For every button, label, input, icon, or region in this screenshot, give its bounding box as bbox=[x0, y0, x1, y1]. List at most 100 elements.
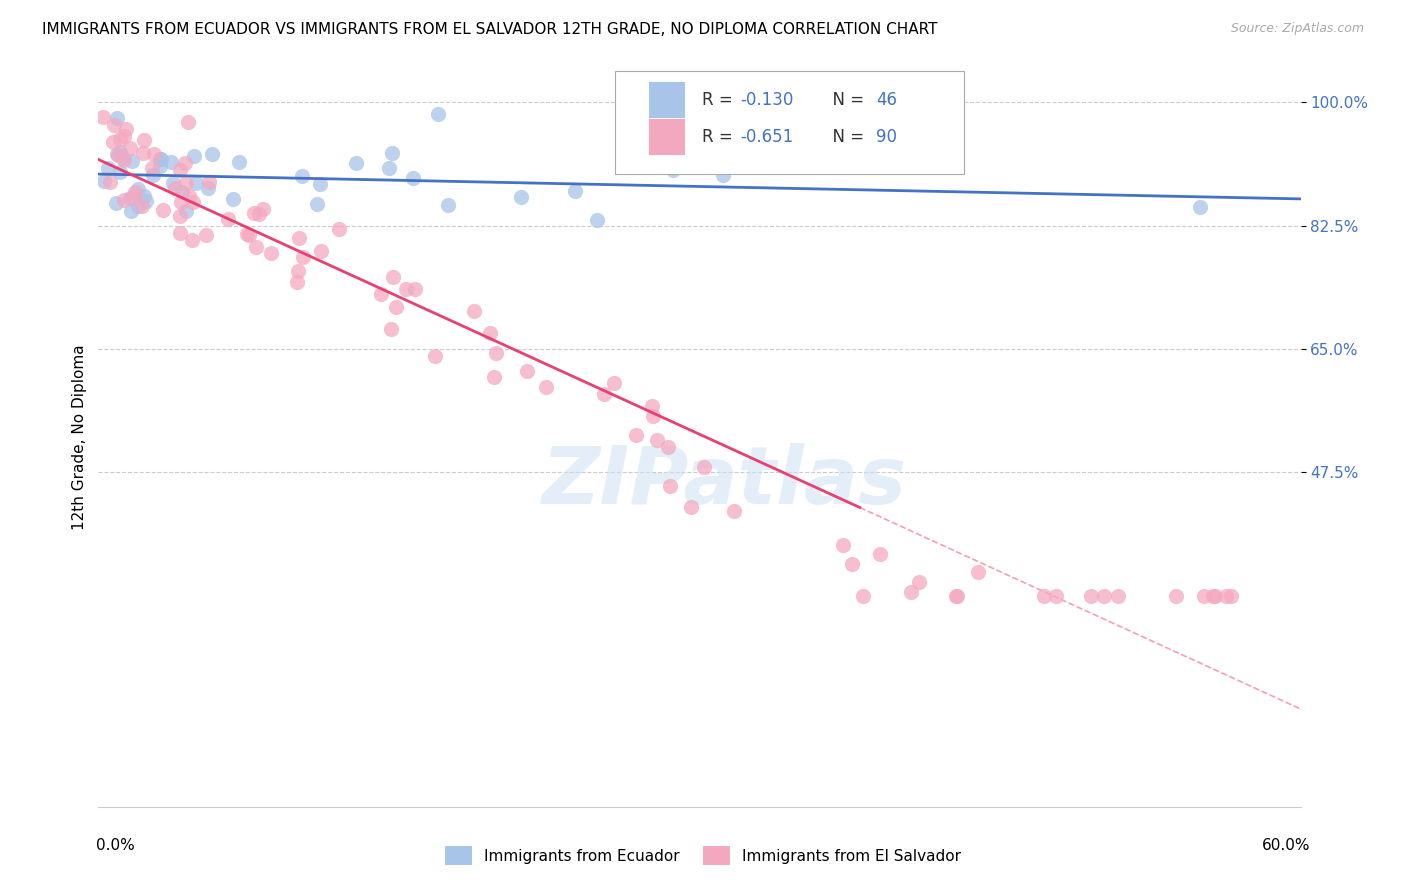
Point bbox=[427, 107, 450, 121]
Point bbox=[641, 409, 664, 424]
Point bbox=[463, 303, 485, 318]
Point bbox=[120, 203, 142, 218]
Point bbox=[127, 182, 149, 196]
Point bbox=[380, 322, 402, 336]
Point bbox=[291, 169, 314, 183]
Point bbox=[593, 387, 616, 401]
Point bbox=[536, 380, 558, 394]
Point bbox=[662, 163, 685, 178]
Point bbox=[291, 250, 314, 264]
Point bbox=[120, 191, 142, 205]
Point bbox=[344, 156, 367, 170]
Point bbox=[177, 189, 200, 203]
Point bbox=[657, 441, 679, 455]
Point bbox=[1189, 200, 1212, 214]
Point bbox=[1220, 589, 1243, 603]
Point bbox=[641, 400, 664, 414]
Point bbox=[1166, 589, 1188, 603]
Point bbox=[831, 539, 853, 553]
Point bbox=[328, 222, 350, 236]
Point bbox=[169, 210, 191, 224]
Point bbox=[485, 345, 508, 359]
Point bbox=[177, 115, 200, 129]
Point bbox=[217, 211, 239, 226]
Point bbox=[437, 198, 460, 212]
Y-axis label: 12th Grade, No Diploma: 12th Grade, No Diploma bbox=[72, 344, 87, 530]
Point bbox=[404, 282, 426, 296]
Point bbox=[141, 161, 163, 175]
Point bbox=[869, 547, 891, 561]
Point bbox=[852, 589, 875, 603]
Point bbox=[108, 165, 131, 179]
Point bbox=[143, 147, 166, 161]
Point bbox=[169, 162, 191, 177]
Point bbox=[402, 170, 425, 185]
Point bbox=[152, 203, 174, 218]
Point bbox=[132, 189, 155, 203]
Point bbox=[586, 213, 609, 227]
Point bbox=[135, 194, 157, 209]
Point bbox=[101, 135, 124, 149]
Text: 0.0%: 0.0% bbox=[96, 838, 135, 853]
Point bbox=[647, 433, 669, 447]
Text: R =: R = bbox=[702, 128, 738, 146]
Point bbox=[967, 565, 990, 579]
Text: R =: R = bbox=[702, 91, 738, 109]
Point bbox=[385, 300, 408, 314]
Point bbox=[198, 175, 221, 189]
Point bbox=[110, 132, 132, 146]
Text: 90: 90 bbox=[876, 128, 897, 146]
Point bbox=[131, 146, 153, 161]
Point bbox=[309, 177, 332, 191]
Point bbox=[115, 122, 138, 136]
Point bbox=[112, 193, 135, 207]
Text: N =: N = bbox=[823, 128, 869, 146]
Point bbox=[624, 428, 647, 442]
Point bbox=[122, 190, 145, 204]
Point bbox=[91, 111, 114, 125]
Point bbox=[104, 196, 127, 211]
FancyBboxPatch shape bbox=[616, 70, 965, 174]
Point bbox=[165, 181, 187, 195]
Point bbox=[1032, 589, 1054, 603]
Point bbox=[602, 376, 624, 390]
Point bbox=[132, 132, 155, 146]
Point bbox=[235, 227, 257, 241]
Point bbox=[659, 479, 682, 493]
Bar bbox=[650, 82, 685, 118]
Point bbox=[1080, 589, 1102, 603]
Point bbox=[112, 128, 135, 143]
Point bbox=[103, 119, 125, 133]
Point bbox=[111, 151, 134, 165]
Point bbox=[288, 230, 311, 244]
Point bbox=[159, 155, 181, 169]
Point bbox=[247, 207, 270, 221]
Point bbox=[841, 558, 863, 572]
Point bbox=[693, 459, 716, 474]
Point bbox=[93, 174, 115, 188]
Legend: Immigrants from Ecuador, Immigrants from El Salvador: Immigrants from Ecuador, Immigrants from… bbox=[439, 840, 967, 871]
Point bbox=[394, 282, 416, 296]
Point bbox=[377, 161, 399, 175]
Point bbox=[174, 156, 197, 170]
Point bbox=[307, 197, 329, 211]
Point bbox=[180, 234, 202, 248]
Point bbox=[287, 264, 309, 278]
Point bbox=[121, 153, 143, 168]
Text: IMMIGRANTS FROM ECUADOR VS IMMIGRANTS FROM EL SALVADOR 12TH GRADE, NO DIPLOMA CO: IMMIGRANTS FROM ECUADOR VS IMMIGRANTS FR… bbox=[42, 22, 938, 37]
Point bbox=[98, 175, 121, 189]
Point bbox=[1204, 589, 1226, 603]
Point bbox=[1215, 589, 1237, 603]
Point bbox=[150, 152, 173, 166]
Text: -0.651: -0.651 bbox=[741, 128, 793, 146]
Point bbox=[170, 194, 193, 209]
Point bbox=[516, 364, 538, 378]
Point bbox=[711, 168, 734, 182]
Point bbox=[97, 161, 120, 176]
Point bbox=[1107, 589, 1129, 603]
Point bbox=[120, 140, 142, 154]
Point bbox=[184, 176, 207, 190]
Point bbox=[260, 245, 283, 260]
Point bbox=[112, 153, 135, 167]
Point bbox=[162, 176, 184, 190]
